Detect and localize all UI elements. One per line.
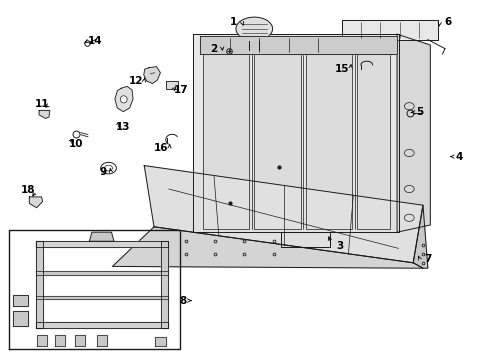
Polygon shape <box>166 81 178 89</box>
Text: 4: 4 <box>455 152 463 162</box>
Polygon shape <box>193 34 398 232</box>
Polygon shape <box>36 241 167 247</box>
Polygon shape <box>305 40 351 229</box>
Ellipse shape <box>235 17 272 40</box>
Polygon shape <box>36 271 167 275</box>
Text: 2: 2 <box>210 44 217 54</box>
Text: 3: 3 <box>336 240 343 251</box>
Polygon shape <box>200 36 396 54</box>
Text: 1: 1 <box>230 17 237 27</box>
Polygon shape <box>29 197 42 208</box>
Polygon shape <box>356 40 389 229</box>
Polygon shape <box>97 335 106 346</box>
Text: 16: 16 <box>154 143 168 153</box>
Polygon shape <box>254 40 300 229</box>
Polygon shape <box>143 67 160 84</box>
Text: 17: 17 <box>173 85 188 95</box>
Polygon shape <box>36 296 167 299</box>
Polygon shape <box>342 20 437 40</box>
Polygon shape <box>13 295 28 306</box>
Text: 10: 10 <box>68 139 83 149</box>
Polygon shape <box>89 232 114 241</box>
Polygon shape <box>13 311 28 326</box>
Text: 15: 15 <box>334 64 349 75</box>
Ellipse shape <box>120 96 127 103</box>
Polygon shape <box>412 205 427 268</box>
Polygon shape <box>36 322 167 328</box>
Text: 9: 9 <box>99 167 106 177</box>
Text: 5: 5 <box>415 107 422 117</box>
Text: 7: 7 <box>423 254 431 264</box>
Polygon shape <box>281 232 329 247</box>
Polygon shape <box>75 335 84 346</box>
Text: 14: 14 <box>88 36 102 46</box>
Polygon shape <box>9 230 180 349</box>
Polygon shape <box>144 166 422 263</box>
Text: 18: 18 <box>21 185 36 195</box>
Polygon shape <box>115 86 133 112</box>
Polygon shape <box>154 337 166 346</box>
Text: 8: 8 <box>180 296 186 306</box>
Text: 11: 11 <box>34 99 49 109</box>
Polygon shape <box>36 241 42 328</box>
Polygon shape <box>396 34 429 232</box>
Polygon shape <box>39 111 50 118</box>
Polygon shape <box>161 241 167 328</box>
Polygon shape <box>55 335 65 346</box>
Text: 13: 13 <box>116 122 130 132</box>
Text: 12: 12 <box>128 76 143 86</box>
Text: 6: 6 <box>444 17 450 27</box>
Polygon shape <box>112 227 422 268</box>
Polygon shape <box>37 335 47 346</box>
Polygon shape <box>203 40 249 229</box>
